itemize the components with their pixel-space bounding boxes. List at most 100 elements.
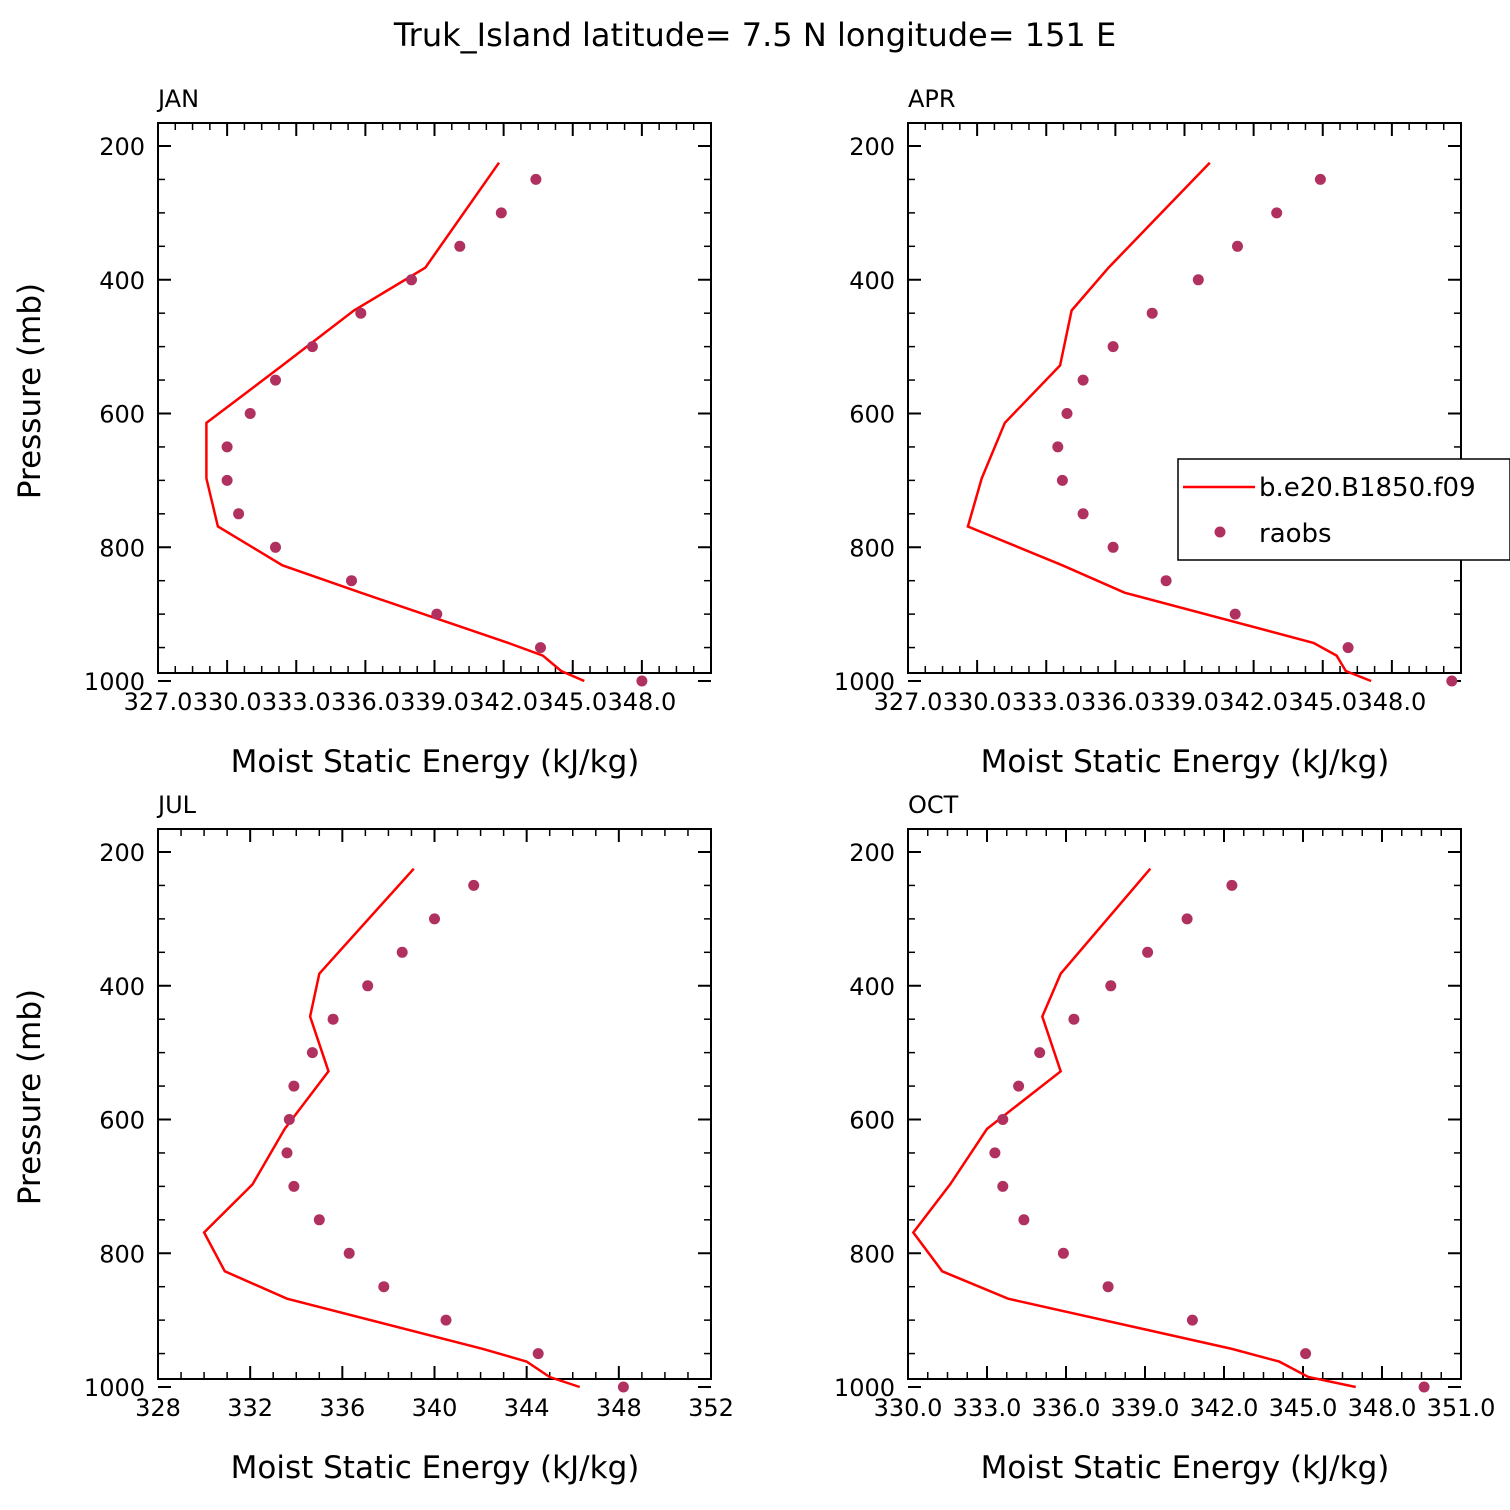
panel-jan: JAN Moist Static Energy (kJ/kg) Pressure… (12, 85, 712, 780)
y-tick-label: 600 (99, 1107, 145, 1135)
x-tick-label: 327.0 (124, 688, 193, 716)
x-tick-label: 342.0 (1190, 1394, 1259, 1422)
panel-oct: OCT Moist Static Energy (kJ/kg) 200 400 60… (834, 791, 1495, 1486)
panel-title-oct: OCT (908, 791, 959, 819)
panel-title-jul: JUL (156, 791, 197, 819)
raobs-point-oct-550 (1013, 1080, 1025, 1092)
raobs-point-apr-450 (1146, 307, 1158, 319)
x-axis-label-jan: Moist Static Energy (kJ/kg) (231, 744, 640, 780)
legend-model-label: b.e20.B1850.f09 (1259, 473, 1476, 503)
y-tick-label: 600 (849, 1107, 895, 1135)
plot-frame-oct (907, 828, 1462, 1380)
raobs-point-jan-550 (270, 374, 281, 386)
raobs-point-oct-300 (1181, 913, 1193, 925)
raobs-point-jul-900 (440, 1314, 452, 1326)
model-line-jul (202, 867, 581, 1389)
panel-title-jan: JAN (156, 85, 199, 113)
raobs-point-jan-1000 (636, 675, 648, 687)
raobs-point-apr-900 (1229, 608, 1241, 620)
x-tick-label: 344 (504, 1394, 550, 1422)
raobs-point-jan-700 (221, 474, 233, 486)
raobs-point-jul-600 (283, 1114, 295, 1125)
y-axis-label-jan: Pressure (mb) (12, 283, 48, 499)
raobs-point-oct-1000 (1418, 1381, 1430, 1393)
raobs-point-oct-900 (1186, 1314, 1198, 1326)
legend-dot-swatch (1214, 526, 1226, 538)
raobs-point-oct-600 (997, 1114, 1009, 1125)
x-tick-label: 330.0 (193, 688, 262, 716)
y-tick-label: 200 (849, 133, 895, 161)
raobs-point-jul-300 (429, 913, 440, 925)
x-tick-label: 352 (688, 1394, 734, 1422)
x-axis-label-apr: Moist Static Energy (kJ/kg) (981, 744, 1390, 780)
raobs-point-jan-300 (495, 207, 507, 219)
y-tick-label: 400 (849, 267, 895, 295)
y-tick-label: 1000 (834, 668, 895, 696)
raobs-point-oct-250 (1226, 879, 1238, 891)
x-tick-label: 332 (227, 1394, 273, 1422)
raobs-point-apr-1000 (1446, 675, 1458, 687)
y-tick-label: 200 (99, 839, 145, 867)
panel-jul: JUL Moist Static Energy (kJ/kg) Pressure… (12, 791, 734, 1486)
model-line-oct (911, 867, 1356, 1389)
y-tick-label: 1000 (84, 668, 145, 696)
raobs-point-jul-700 (288, 1180, 300, 1192)
x-tick-label: 327.0 (874, 688, 943, 716)
raobs-point-jul-800 (343, 1247, 355, 1259)
raobs-point-jan-850 (346, 575, 357, 587)
raobs-point-jan-750 (233, 508, 245, 520)
panel-apr: APR Moist Static Energy (kJ/kg) 200 400 60… (834, 85, 1462, 780)
raobs-point-jul-850 (378, 1281, 390, 1293)
raobs-point-apr-550 (1077, 374, 1089, 386)
x-tick-label: 342.0 (469, 688, 538, 716)
y-tick-label: 1000 (834, 1374, 895, 1402)
legend-obs-label: raobs (1259, 519, 1332, 549)
raobs-point-apr-650 (1052, 441, 1064, 453)
raobs-point-oct-450 (1068, 1013, 1080, 1025)
y-tick-label: 800 (849, 1240, 895, 1268)
legend-box (1177, 458, 1510, 561)
x-tick-label: 336.0 (1081, 688, 1150, 716)
x-tick-label: 345.0 (538, 688, 607, 716)
x-tick-label: 336 (319, 1394, 365, 1422)
raobs-point-apr-300 (1271, 207, 1283, 219)
y-tick-label: 600 (849, 401, 895, 429)
raobs-point-apr-700 (1056, 474, 1068, 486)
raobs-point-oct-750 (1018, 1214, 1030, 1226)
y-tick-label: 1000 (84, 1374, 145, 1402)
x-tick-label: 333.0 (953, 1394, 1022, 1422)
raobs-point-apr-350 (1232, 240, 1243, 252)
x-tick-label: 333.0 (1012, 688, 1081, 716)
raobs-point-oct-650 (989, 1147, 1001, 1159)
panel-title-apr: APR (908, 85, 956, 113)
raobs-point-apr-800 (1107, 541, 1119, 553)
x-tick-label: 330.0 (874, 1394, 943, 1422)
raobs-point-apr-500 (1107, 341, 1119, 353)
raobs-point-jul-950 (532, 1348, 544, 1360)
raobs-point-jul-550 (288, 1080, 300, 1092)
model-line-jan (205, 161, 585, 683)
raobs-point-oct-850 (1102, 1281, 1114, 1293)
x-tick-label: 348 (596, 1394, 642, 1422)
raobs-point-jan-500 (306, 341, 318, 353)
x-tick-label: 351.0 (1427, 1394, 1496, 1422)
x-tick-label: 345.0 (1288, 688, 1357, 716)
x-tick-label: 330.0 (943, 688, 1012, 716)
x-axis-label-oct: Moist Static Energy (kJ/kg) (981, 1450, 1390, 1486)
raobs-point-apr-400 (1192, 274, 1204, 286)
x-tick-label: 339.0 (1150, 688, 1219, 716)
y-tick-label: 200 (99, 133, 145, 161)
x-tick-label: 336.0 (331, 688, 400, 716)
x-axis-label-jul: Moist Static Energy (kJ/kg) (231, 1450, 640, 1486)
raobs-point-apr-600 (1061, 408, 1073, 419)
raobs-point-jan-250 (530, 173, 542, 185)
raobs-point-jan-650 (221, 441, 233, 453)
raobs-point-jul-350 (396, 946, 408, 958)
x-tick-label: 328 (135, 1394, 181, 1422)
x-tick-label: 336.0 (1032, 1394, 1101, 1422)
raobs-point-apr-950 (1342, 642, 1354, 654)
raobs-point-oct-500 (1034, 1047, 1046, 1059)
x-tick-label: 340 (412, 1394, 458, 1422)
x-tick-label: 345.0 (1269, 1394, 1338, 1422)
